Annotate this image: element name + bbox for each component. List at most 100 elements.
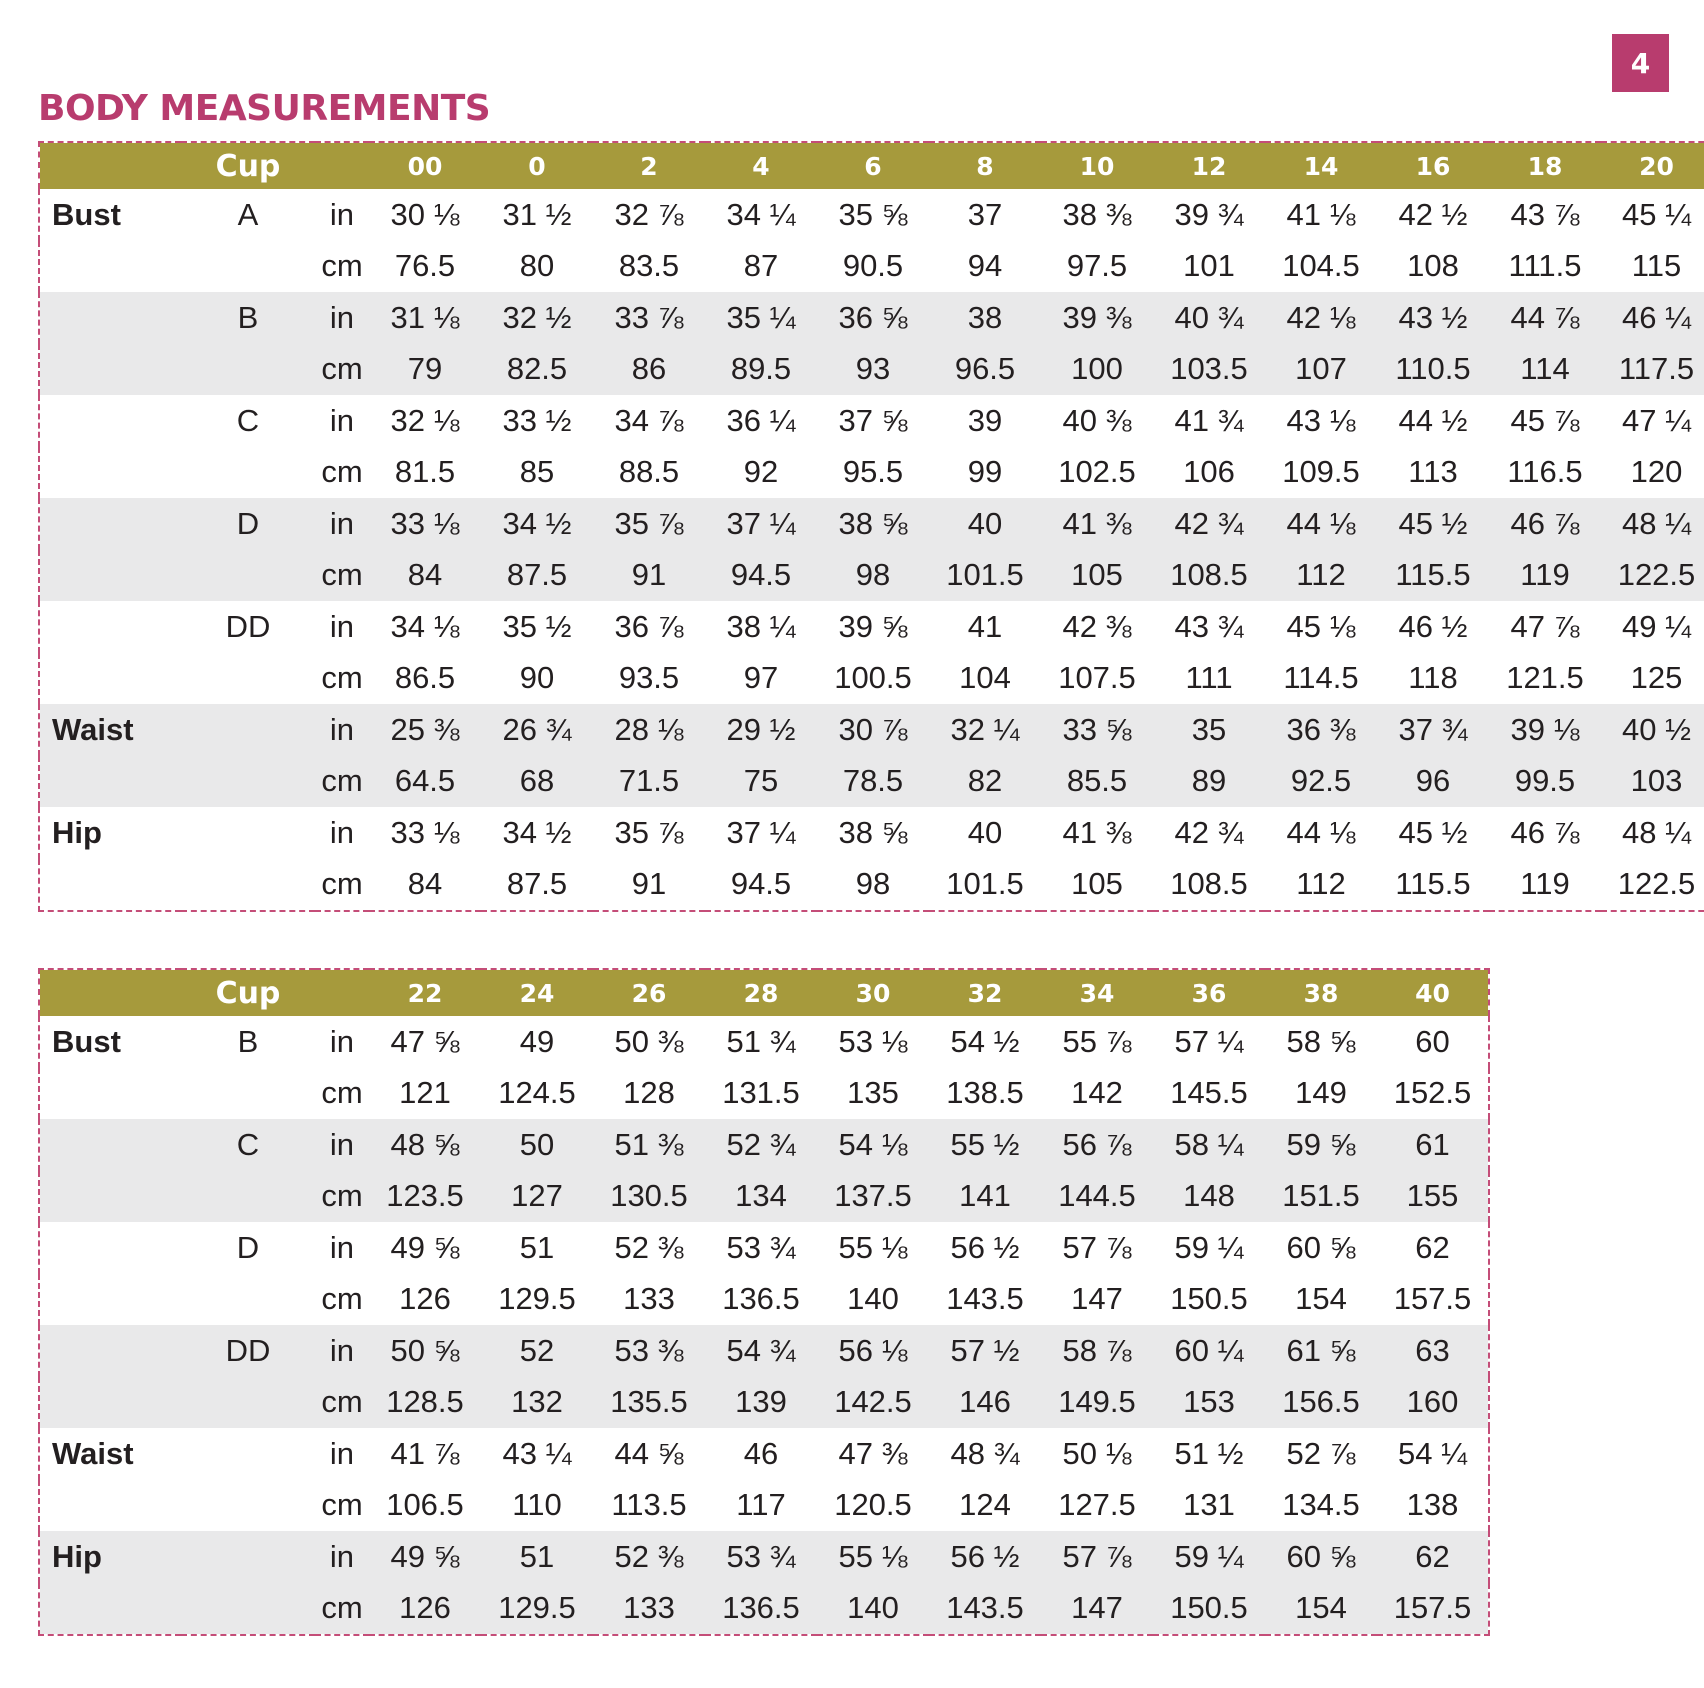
measurement-value: 44 ⅝ [614, 1435, 684, 1471]
size-header: 00 [407, 151, 443, 181]
measurement-value: 38 ¼ [726, 608, 796, 644]
measurement-value: 105 [1071, 866, 1123, 902]
measurement-value: 50 ⅛ [1062, 1435, 1132, 1471]
size-header: 38 [1303, 978, 1339, 1008]
measurement-value: 160 [1377, 1376, 1489, 1428]
measurement-value: 95.5 [842, 454, 904, 490]
measurement-value: 113.5 [611, 1487, 687, 1523]
size-header: 30 [855, 978, 891, 1008]
measurement-value: 114 [1489, 343, 1601, 395]
measurement-value: 88.5 [618, 454, 680, 490]
measurement-value: 40 ¾ [1153, 292, 1265, 344]
measurement-value: 149.5 [1041, 1376, 1153, 1428]
measurement-value: 104.5 [1282, 248, 1360, 284]
measurement-value: 60 ⅝ [1286, 1229, 1356, 1265]
measurement-value: 104 [959, 660, 1011, 696]
measurement-value: 92.5 [1265, 755, 1377, 807]
measurement-value: 91 [631, 866, 667, 902]
measurement-value: 136.5 [705, 1582, 817, 1635]
measurement-value: 156.5 [1265, 1376, 1377, 1428]
unit-label: cm [315, 343, 369, 395]
table-row: DD in 50 ⅝ 52 53 ⅜ 54 ¾ 56 ⅛ 57 ½ 58 ⅞ 60 ¼ 61 ⅝ 63 [39, 1325, 1489, 1377]
measurement-value: 125 [1630, 660, 1683, 696]
unit-label: in [315, 704, 369, 756]
measurement-value: 106.5 [386, 1487, 464, 1523]
measurement-value: 96 [1377, 755, 1489, 807]
measurement-value: 143.5 [946, 1281, 1024, 1317]
measurement-value: 96.5 [929, 343, 1041, 395]
measurement-value: 36 ⅜ [1265, 704, 1377, 756]
measurement-value: 117 [736, 1487, 786, 1523]
measurement-value: 86 [593, 343, 705, 395]
measurement-value: 56 ⅞ [1041, 1119, 1153, 1171]
measurement-value: 127 [481, 1170, 593, 1222]
measurement-value: 49 ¼ [1622, 608, 1691, 644]
measurement-value: 133 [593, 1582, 705, 1635]
measurement-value: 150.5 [1170, 1281, 1248, 1317]
measurement-value: 52 [481, 1325, 593, 1377]
measurement-value: 129.5 [481, 1582, 593, 1635]
size-header: 20 [1639, 151, 1674, 181]
measurement-value: 131.5 [722, 1075, 800, 1111]
measurement-value: 91 [593, 549, 705, 601]
unit-label: cm [321, 1075, 363, 1111]
measurement-value: 147 [1071, 1281, 1123, 1317]
size-header: 2 [640, 151, 658, 181]
table-row: Hip in 33 ⅛ 34 ½ 35 ⅞ 37 ¼ 38 ⅝ 40 41 ⅜ 42 ¾ 44 ⅛ 4… [39, 807, 1704, 859]
measurement-label [39, 1582, 181, 1635]
measurement-value: 49 [519, 1023, 555, 1059]
measurement-value: 43 ½ [1377, 292, 1489, 344]
measurement-value: 54 ¼ [1398, 1435, 1467, 1471]
cup-header: Cup [215, 148, 281, 184]
measurement-value: 113 [1408, 454, 1458, 490]
cup-label [181, 1428, 315, 1480]
measurement-value: 134.5 [1282, 1487, 1360, 1523]
table-row: Waist in 25 ⅜ 26 ¾ 28 ⅛ 29 ½ 30 ⅞ 32 ¼ 33 ⅝ 35 36 … [39, 704, 1704, 756]
measurement-value: 86.5 [394, 660, 456, 696]
table-row: cm 84 87.5 91 94.5 98 101.5 105 108.5 112 115.5 119… [39, 549, 1704, 601]
measurement-value: 44 ½ [1398, 402, 1468, 438]
measurement-value: 75 [705, 755, 817, 807]
measurement-value: 87.5 [481, 549, 593, 601]
measurement-value: 53 ¾ [726, 1229, 796, 1265]
measurement-value: 51 [519, 1229, 555, 1265]
measurement-value: 32 ⅛ [390, 402, 460, 438]
measurement-value: 120.5 [834, 1487, 912, 1523]
unit-label: in [329, 814, 355, 850]
measurement-value: 53 ¾ [705, 1531, 817, 1583]
measurement-value: 33 ⅛ [369, 498, 481, 550]
measurement-value: 115.5 [1377, 549, 1489, 601]
measurement-value: 32 ⅞ [614, 196, 684, 232]
cup-label [181, 807, 315, 859]
measurement-value: 93.5 [618, 660, 680, 696]
measurement-value: 41 [967, 608, 1003, 644]
measurement-value: 76.5 [394, 248, 456, 284]
measurement-value: 48 ¼ [1601, 498, 1704, 550]
measurement-value: 37 ¼ [705, 498, 817, 550]
cup-label: D [236, 1229, 260, 1265]
measurement-value: 35 [1153, 704, 1265, 756]
measurement-value: 49 ⅝ [369, 1531, 481, 1583]
table-row: cm 126 129.5 133 136.5 140 143.5 147 150.5 154 157… [39, 1274, 1489, 1326]
measurement-value: 84 [369, 549, 481, 601]
measurement-value: 34 ⅞ [614, 402, 684, 438]
measurement-value: 58 ¼ [1153, 1119, 1265, 1171]
measurement-value: 30 ⅞ [817, 704, 929, 756]
measurement-value: 111 [1185, 660, 1233, 696]
measurement-value: 62 [1377, 1531, 1489, 1583]
measurement-label [39, 1480, 181, 1532]
measurement-value: 150.5 [1153, 1582, 1265, 1635]
measurement-value: 117.5 [1601, 343, 1704, 395]
measurement-value: 98 [817, 549, 929, 601]
header-blank-cell [39, 142, 181, 189]
measurement-value: 136.5 [722, 1281, 800, 1317]
unit-label: cm [321, 454, 363, 490]
page-title: BODY MEASUREMENTS [38, 88, 491, 129]
measurement-value: 38 ⅝ [817, 498, 929, 550]
measurement-value: 44 ⅞ [1489, 292, 1601, 344]
measurement-value: 101 [1183, 248, 1235, 284]
measurement-value: 44 ⅛ [1286, 814, 1356, 850]
